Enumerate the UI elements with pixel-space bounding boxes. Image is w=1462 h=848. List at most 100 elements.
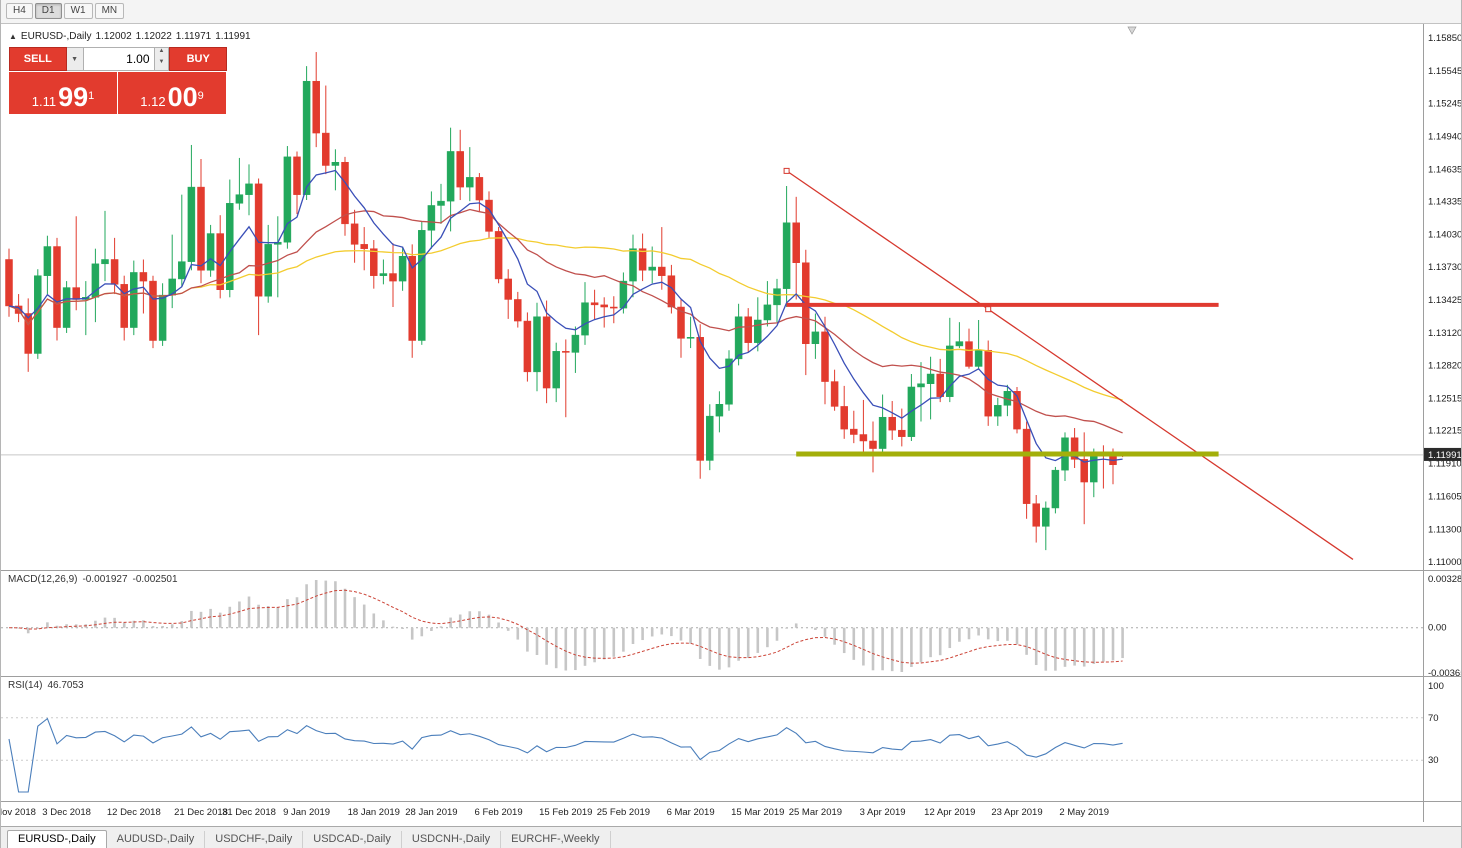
tab-usdcad-daily[interactable]: USDCAD-,Daily (303, 831, 402, 848)
svg-text:23 Nov 2018: 23 Nov 2018 (1, 807, 36, 818)
rsi-level-lines (1, 717, 1423, 761)
tab-eurchf-weekly[interactable]: EURCHF-,Weekly (501, 831, 611, 848)
bar-open-value: 1.12002 (95, 31, 132, 42)
volume-dropdown-icon[interactable]: ▼ (66, 47, 84, 71)
svg-text:12 Dec 2018: 12 Dec 2018 (107, 807, 161, 818)
svg-text:1.15245: 1.15245 (1428, 98, 1462, 109)
macd-axis-labels: 0.003287 0.00 -0.003659 (1428, 574, 1462, 679)
svg-text:21 Dec 2018: 21 Dec 2018 (174, 807, 228, 818)
chart-shift-marker-icon (1127, 26, 1137, 35)
rsi-line (8, 717, 1123, 793)
tab-eurusd-daily[interactable]: EURUSD-,Daily (7, 830, 107, 848)
ask-big-digits: 00 (167, 82, 198, 112)
volume-step-down-icon[interactable]: ▼ (158, 59, 165, 65)
timeframe-toolbar: H4 D1 W1 MN (1, 0, 1461, 24)
bid-pip-digit: 1 (88, 90, 95, 102)
timeframe-button-w1[interactable]: W1 (63, 3, 93, 19)
timeframe-button-mn[interactable]: MN (94, 3, 125, 19)
bid-quote[interactable]: 1.11 99 1 (9, 72, 117, 114)
svg-text:1.14335: 1.14335 (1428, 197, 1462, 208)
svg-text:3 Dec 2018: 3 Dec 2018 (42, 807, 91, 818)
svg-text:1.11000: 1.11000 (1428, 557, 1462, 568)
rsi-label-line: RSI(14) 46.7053 (8, 680, 89, 691)
volume-stepper: ▲ ▼ (154, 47, 170, 71)
volume-input[interactable] (83, 47, 155, 71)
chart-header: ▲ EURUSD-,Daily 1.12002 1.12022 1.11971 1.119… (9, 31, 255, 42)
sell-button[interactable]: SELL (9, 47, 67, 71)
bid-prefix: 1.11 (31, 94, 57, 109)
svg-text:18 Jan 2019: 18 Jan 2019 (348, 807, 400, 818)
ma-mid-line (8, 208, 1123, 434)
buy-button[interactable]: BUY (169, 47, 228, 71)
bid-big-digits: 99 (58, 82, 89, 112)
bar-close-value: 1.11991 (215, 31, 251, 42)
bar-low-value: 1.11971 (175, 31, 212, 42)
svg-text:1.13730: 1.13730 (1428, 262, 1462, 273)
timeframe-button-h4[interactable]: H4 (6, 3, 33, 19)
tab-usdchf-daily[interactable]: USDCHF-,Daily (205, 831, 304, 848)
svg-text:0.00: 0.00 (1428, 623, 1447, 634)
one-click-panel-toggle-icon[interactable]: ▲ (9, 32, 17, 41)
price-chart[interactable]: 1.15850 1.15545 1.15245 1.14940 1.14635 1.143… (1, 24, 1462, 822)
svg-text:15 Mar 2019: 15 Mar 2019 (731, 807, 784, 818)
macd-value-main: -0.001927 (82, 574, 128, 585)
svg-text:28 Jan 2019: 28 Jan 2019 (405, 807, 457, 818)
svg-text:1.14940: 1.14940 (1428, 131, 1462, 142)
svg-text:1.15850: 1.15850 (1428, 33, 1462, 44)
svg-text:3 Apr 2019: 3 Apr 2019 (860, 807, 906, 818)
svg-text:1.13120: 1.13120 (1428, 328, 1462, 339)
tab-audusd-daily[interactable]: AUDUSD-,Daily (107, 831, 206, 848)
svg-text:1.12820: 1.12820 (1428, 360, 1462, 371)
svg-text:1.13425: 1.13425 (1428, 295, 1462, 306)
macd-signal-line (8, 589, 1123, 664)
svg-text:25 Mar 2019: 25 Mar 2019 (789, 807, 842, 818)
timeframe-button-d1[interactable]: D1 (34, 3, 62, 19)
svg-text:12 Apr 2019: 12 Apr 2019 (924, 807, 975, 818)
svg-text:30: 30 (1428, 755, 1439, 766)
volume-step-up-icon[interactable]: ▲ (158, 48, 165, 54)
svg-text:-0.003659: -0.003659 (1428, 668, 1462, 679)
chart-tabbar: EURUSD-,Daily AUDUSD-,Daily USDCHF-,Dail… (1, 826, 1461, 848)
svg-text:1.14030: 1.14030 (1428, 230, 1462, 241)
ask-quote[interactable]: 1.12 00 9 (118, 72, 226, 114)
svg-text:6 Feb 2019: 6 Feb 2019 (475, 807, 523, 818)
symbol-label: EURUSD-,Daily (20, 31, 92, 42)
svg-text:1.12215: 1.12215 (1428, 426, 1462, 437)
macd-label-line: MACD(12,26,9) -0.001927 -0.002501 (8, 574, 183, 585)
svg-text:2 May 2019: 2 May 2019 (1059, 807, 1109, 818)
date-axis-labels: 23 Nov 2018 3 Dec 2018 12 Dec 2018 21 Dec 2… (1, 807, 1109, 818)
macd-name: MACD(12,26,9) (8, 574, 78, 585)
svg-text:31 Dec 2018: 31 Dec 2018 (222, 807, 276, 818)
svg-text:1.11910: 1.11910 (1428, 459, 1462, 470)
svg-text:70: 70 (1428, 713, 1439, 724)
svg-text:1.11300: 1.11300 (1428, 525, 1462, 536)
tab-usdcnh-daily[interactable]: USDCNH-,Daily (402, 831, 502, 848)
svg-text:15 Feb 2019: 15 Feb 2019 (539, 807, 592, 818)
ma-fast-line (8, 169, 1123, 463)
svg-text:6 Mar 2019: 6 Mar 2019 (667, 807, 715, 818)
svg-text:1.12515: 1.12515 (1428, 393, 1462, 404)
ask-pip-digit: 9 (197, 90, 204, 102)
svg-text:1.14635: 1.14635 (1428, 164, 1462, 175)
macd-pane (1, 580, 1423, 672)
chart-objects (783, 167, 1354, 560)
rsi-axis-labels: 100 70 30 (1428, 681, 1444, 766)
price-axis-labels: 1.15850 1.15545 1.15245 1.14940 1.14635 1.143… (1428, 33, 1462, 568)
ask-prefix: 1.12 (140, 94, 166, 109)
svg-text:1.15545: 1.15545 (1428, 66, 1462, 77)
svg-text:23 Apr 2019: 23 Apr 2019 (991, 807, 1042, 818)
svg-text:100: 100 (1428, 681, 1444, 692)
rsi-value: 46.7053 (47, 680, 84, 691)
macd-value-signal: -0.002501 (132, 574, 178, 585)
svg-text:0.003287: 0.003287 (1428, 574, 1462, 585)
svg-text:25 Feb 2019: 25 Feb 2019 (597, 807, 650, 818)
bar-high-value: 1.12022 (135, 31, 172, 42)
svg-text:9 Jan 2019: 9 Jan 2019 (283, 807, 330, 818)
svg-text:1.11991: 1.11991 (1428, 450, 1462, 461)
pane-separators (1, 24, 1461, 822)
bid-price-badge: 1.11991 (1424, 447, 1462, 461)
rsi-name: RSI(14) (8, 680, 43, 691)
svg-text:1.11605: 1.11605 (1428, 492, 1462, 503)
